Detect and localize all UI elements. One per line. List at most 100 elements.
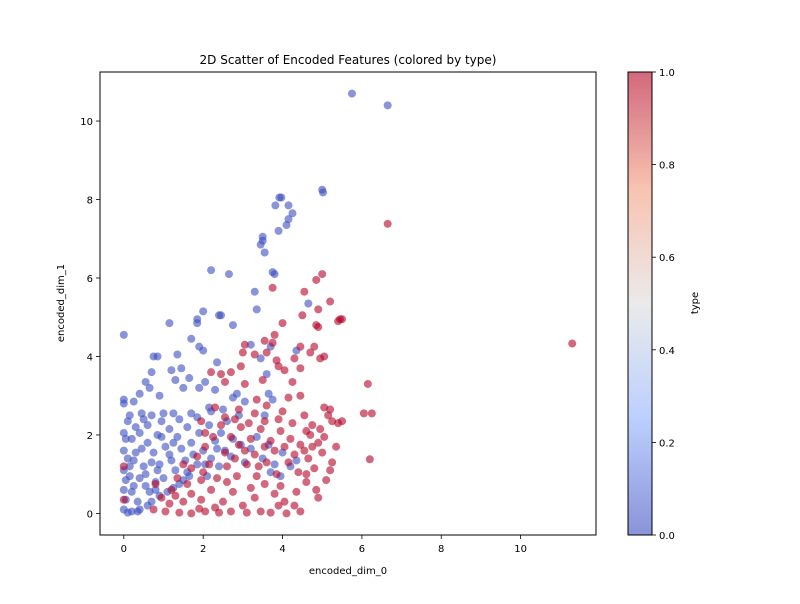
x-tick-label: 4 [279, 544, 285, 555]
y-tick-label: 8 [87, 196, 93, 207]
y-tick-label: 0 [87, 509, 93, 520]
scatter-point [262, 370, 271, 379]
scatter-point [199, 346, 208, 355]
scatter-point [322, 476, 331, 485]
scatter-point [209, 432, 218, 441]
scatter-point [222, 478, 231, 487]
scatter-point [119, 330, 128, 339]
scatter-point [171, 491, 180, 500]
scatter-point [332, 442, 341, 451]
scatter-point [256, 425, 265, 434]
scatter-point [131, 423, 140, 432]
scatter-point [282, 509, 291, 518]
scatter-point [292, 487, 301, 496]
scatter-point [270, 489, 279, 498]
scatter-point [274, 501, 283, 510]
scatter-point [310, 342, 319, 351]
scatter-point [260, 411, 269, 420]
scatter-point [278, 319, 287, 328]
scatter-point [129, 397, 138, 406]
scatter-point [127, 434, 136, 443]
scatter-point [215, 462, 224, 471]
scatter-point [123, 417, 132, 426]
scatter-point [133, 507, 142, 516]
scatter-point [334, 317, 343, 326]
scatter-point [131, 448, 140, 457]
scatter-point [119, 399, 128, 408]
scatter-point [302, 470, 311, 479]
scatter-point [220, 413, 229, 422]
scatter-point [262, 401, 271, 410]
scatter-point [226, 432, 235, 441]
scatter-point [165, 499, 174, 508]
scatter-point [298, 311, 307, 320]
scatter-point [270, 330, 279, 339]
scatter-point [147, 411, 156, 420]
scatter-point [294, 468, 303, 477]
scatter-point [183, 479, 192, 488]
scatter-point [318, 448, 327, 457]
scatter-point [296, 342, 305, 351]
colorbar-ticks: 0.0 0.2 0.4 0.6 0.8 1.0 [652, 68, 675, 542]
scatter-point [199, 468, 208, 477]
scatter-point [271, 201, 280, 210]
y-tick-label: 4 [87, 352, 93, 363]
y-tick-label: 6 [87, 274, 93, 285]
colorbar-tick-label: 0.4 [659, 346, 675, 357]
scatter-point [232, 389, 241, 398]
scatter-point [256, 507, 265, 516]
scatter-point [260, 442, 269, 451]
scatter-point [197, 495, 206, 504]
scatter-point [256, 354, 265, 363]
scatter-point [250, 450, 259, 459]
scatter-point [314, 493, 323, 502]
scatter-point [250, 287, 259, 296]
scatter-point [219, 405, 228, 414]
colorbar-tick-label: 0.0 [659, 531, 675, 542]
scatter-point [147, 368, 156, 377]
scatter-point [151, 485, 160, 494]
scatter-point [277, 193, 286, 202]
scatter-point [217, 421, 226, 430]
scatter-point [260, 417, 269, 426]
scatter-point [211, 403, 220, 412]
scatter-point [260, 479, 269, 488]
scatter-point [280, 442, 289, 451]
scatter-point [167, 485, 176, 494]
scatter-point [147, 458, 156, 467]
scatter-point [282, 221, 291, 230]
scatter-point [193, 460, 202, 469]
x-tick-label: 0 [121, 544, 127, 555]
scatter-point [272, 470, 281, 479]
scatter-point [165, 450, 174, 459]
scatter-point [187, 489, 196, 498]
y-tick-label: 10 [80, 117, 93, 128]
scatter-point [363, 379, 372, 388]
scatter-point [143, 421, 152, 430]
plot-area-frame [99, 71, 597, 536]
scatter-point [125, 472, 134, 481]
scatter-point [159, 409, 168, 418]
scatter-point [304, 299, 313, 308]
scatter-point [234, 440, 243, 449]
scatter-point [268, 283, 277, 292]
scatter-point [175, 508, 184, 517]
scatter-point [155, 391, 164, 400]
scatter-point [290, 501, 299, 510]
y-axis-label: encoded_dim_1 [56, 264, 67, 342]
scatter-point [149, 448, 158, 457]
scatter-point [274, 226, 283, 235]
scatter-point [205, 460, 214, 469]
scatter-point [179, 497, 188, 506]
chart-title: 2D Scatter of Encoded Features (colored … [200, 53, 497, 67]
scatter-point [169, 438, 178, 447]
scatter-point [147, 497, 156, 506]
scatter-point [207, 266, 216, 275]
scatter-point [195, 504, 204, 513]
scatter-point [139, 415, 148, 424]
scatter-point [230, 415, 239, 424]
scatter-point [242, 460, 251, 469]
scatter-point [324, 411, 333, 420]
scatter-point [252, 472, 261, 481]
